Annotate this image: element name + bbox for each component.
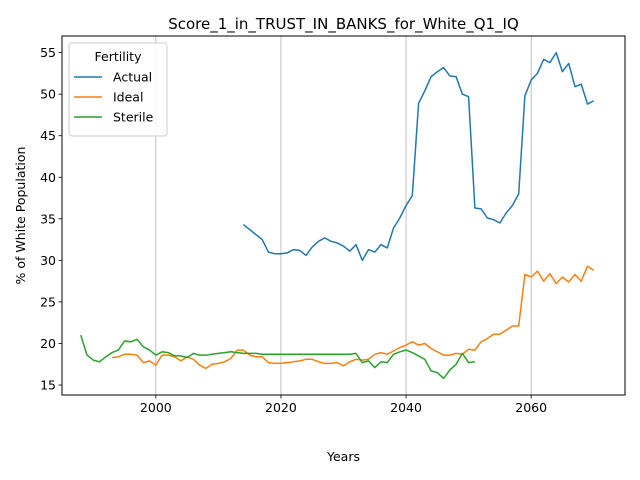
x-tick-label: 2040 — [390, 400, 422, 415]
legend-title: Fertility — [95, 49, 143, 64]
y-tick-label: 30 — [40, 253, 56, 268]
series-line-actual — [242, 51, 595, 262]
y-axis-label: % of White Population — [13, 147, 28, 285]
legend-label-ideal: Ideal — [113, 90, 143, 105]
legend-label-sterile: Sterile — [113, 110, 154, 125]
y-tick-label: 45 — [40, 128, 56, 143]
y-tick-label: 55 — [40, 45, 56, 60]
x-axis: 2000 2020 2040 2060 — [140, 395, 547, 415]
x-axis-label: Years — [326, 449, 360, 464]
y-tick-label: 25 — [40, 294, 56, 309]
legend-label-actual: Actual — [113, 70, 152, 85]
y-tick-label: 35 — [40, 211, 56, 226]
series-line-sterile — [80, 334, 475, 380]
y-axis: 15 20 25 30 35 40 45 50 55 — [40, 45, 62, 393]
series-layer — [80, 51, 595, 380]
series-line-ideal — [111, 265, 595, 370]
y-tick-label: 15 — [40, 378, 56, 393]
legend: Fertility Actual Ideal Sterile — [68, 42, 168, 137]
y-tick-label: 40 — [40, 170, 56, 185]
x-tick-label: 2000 — [140, 400, 172, 415]
plot-frame — [61, 35, 626, 396]
legend-box — [68, 42, 168, 137]
x-tick-label: 2060 — [515, 400, 547, 415]
chart-title: Score_1_in_TRUST_IN_BANKS_for_White_Q1_I… — [168, 15, 519, 34]
y-tick-label: 50 — [40, 87, 56, 102]
y-tick-label: 20 — [40, 336, 56, 351]
x-tick-label: 2020 — [265, 400, 297, 415]
